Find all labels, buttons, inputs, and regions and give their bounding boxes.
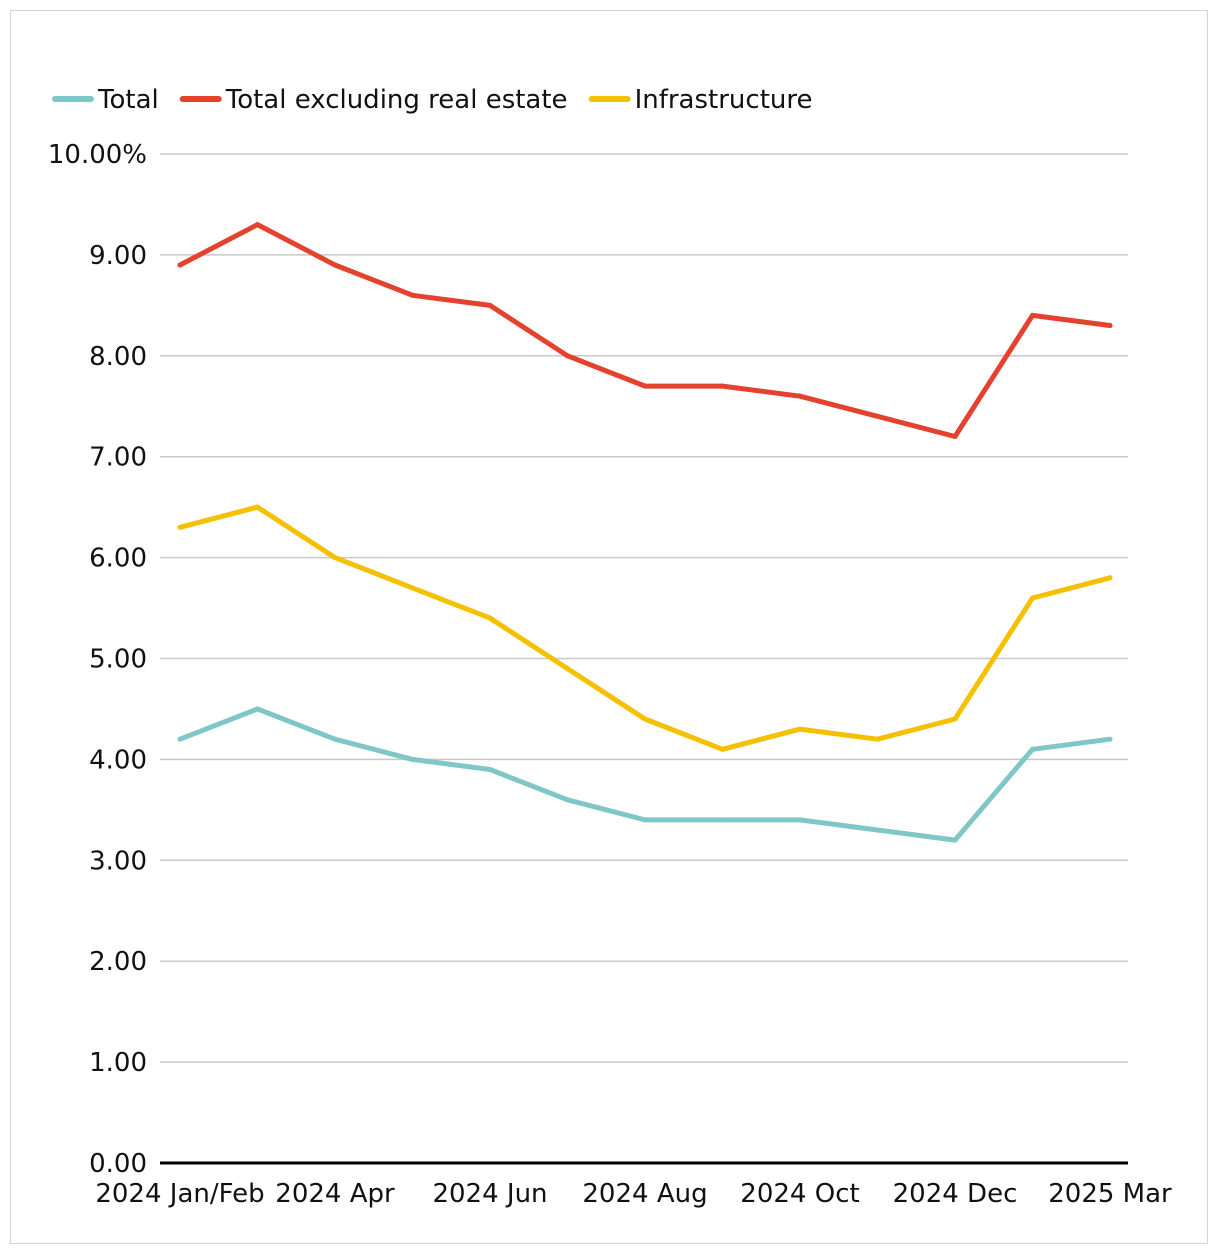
chart-frame bbox=[10, 10, 1208, 1244]
x-tick-label: 2025 Mar bbox=[1048, 1179, 1172, 1209]
data-point bbox=[642, 383, 648, 389]
data-point bbox=[487, 302, 493, 308]
data-point bbox=[797, 393, 803, 399]
data-point bbox=[875, 827, 880, 833]
gridlines bbox=[160, 153, 1128, 1165]
data-point bbox=[255, 706, 260, 712]
data-point bbox=[565, 797, 570, 803]
data-point bbox=[952, 837, 958, 843]
data-point bbox=[720, 746, 725, 752]
data-point bbox=[1030, 595, 1035, 601]
data-point bbox=[177, 524, 183, 530]
y-tick-label: 1.00 bbox=[89, 1048, 147, 1078]
data-point bbox=[720, 817, 725, 823]
data-point bbox=[487, 766, 493, 772]
data-point bbox=[952, 434, 958, 440]
y-tick-label: 0.00 bbox=[89, 1149, 147, 1179]
series-lines bbox=[177, 222, 1113, 843]
data-point bbox=[1107, 575, 1113, 581]
data-point bbox=[642, 817, 648, 823]
y-tick-label: 3.00 bbox=[89, 846, 147, 876]
x-tick-label: 2024 Jun bbox=[432, 1179, 547, 1209]
data-point bbox=[1030, 746, 1035, 752]
y-tick-label: 10.00% bbox=[48, 140, 147, 170]
y-axis-ticks: 0.00 1.00 2.00 3.00 4.00 5.00 6.00 7.00 8.00 9.00… bbox=[48, 140, 147, 1179]
data-point bbox=[332, 555, 338, 561]
data-point bbox=[255, 222, 260, 228]
series-line-total-excluding-real-estate bbox=[177, 222, 1113, 439]
y-tick-label: 5.00 bbox=[89, 645, 147, 675]
data-point bbox=[487, 615, 493, 621]
y-tick-label: 9.00 bbox=[89, 241, 147, 271]
data-point bbox=[720, 383, 725, 389]
data-point bbox=[797, 726, 803, 732]
data-point bbox=[1107, 323, 1113, 329]
x-tick-label: 2024 Dec bbox=[893, 1179, 1018, 1209]
legend-label: Infrastructure bbox=[635, 85, 813, 115]
y-tick-label: 4.00 bbox=[89, 745, 147, 775]
data-point bbox=[875, 736, 880, 742]
data-point bbox=[565, 353, 570, 359]
data-point bbox=[1107, 736, 1113, 742]
data-point bbox=[1030, 312, 1035, 318]
data-point bbox=[797, 817, 803, 823]
data-point bbox=[332, 262, 338, 268]
data-point bbox=[332, 736, 338, 742]
x-tick-label: 2024 Jan/Feb bbox=[95, 1179, 264, 1209]
x-tick-label: 2024 Oct bbox=[740, 1179, 859, 1209]
data-point bbox=[177, 736, 183, 742]
data-point bbox=[410, 585, 415, 591]
x-axis-ticks: 2024 Jan/Feb 2024 Apr 2024 Jun 2024 Aug 2024… bbox=[95, 1179, 1172, 1209]
legend: Total Total excluding real estate Infrastr… bbox=[52, 85, 813, 115]
data-point bbox=[875, 413, 880, 419]
data-point bbox=[952, 716, 958, 722]
x-tick-label: 2024 Apr bbox=[275, 1179, 395, 1209]
data-point bbox=[410, 756, 415, 762]
y-tick-label: 7.00 bbox=[89, 443, 147, 473]
data-point bbox=[255, 504, 260, 510]
data-point bbox=[410, 292, 415, 298]
data-point bbox=[177, 262, 183, 268]
data-point bbox=[565, 666, 570, 672]
y-tick-label: 2.00 bbox=[89, 947, 147, 977]
data-point bbox=[642, 716, 648, 722]
legend-label: Total bbox=[97, 85, 159, 115]
y-tick-label: 8.00 bbox=[89, 342, 147, 372]
legend-label: Total excluding real estate bbox=[225, 85, 568, 115]
y-tick-label: 6.00 bbox=[89, 544, 147, 574]
series-line-infrastructure bbox=[177, 504, 1113, 752]
x-tick-label: 2024 Aug bbox=[582, 1179, 707, 1209]
